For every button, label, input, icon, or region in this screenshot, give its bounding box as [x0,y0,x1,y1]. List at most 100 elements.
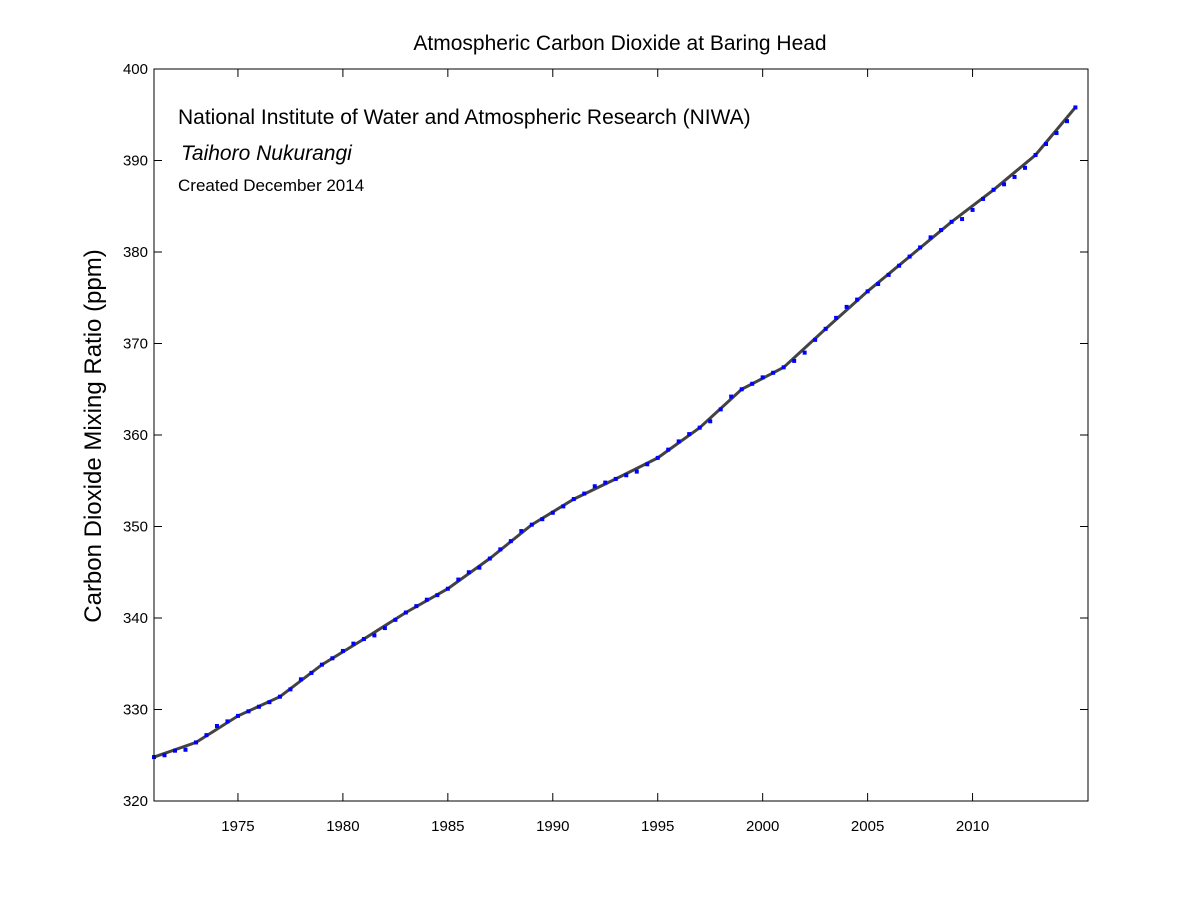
observation-point [435,593,440,598]
observation-point [834,315,839,320]
observation-point [540,517,545,522]
observation-point [403,610,408,615]
x-tick-label: 2005 [851,818,884,835]
observation-point [550,510,555,515]
x-tick-label: 1980 [326,818,359,835]
observation-point [225,719,230,724]
x-tick-label: 2010 [956,818,989,835]
observation-point [855,297,860,302]
observation-point [1002,182,1007,187]
y-tick-label: 340 [123,610,148,627]
observation-point [487,556,492,561]
observation-point [288,687,293,692]
observation-point [529,522,534,527]
observation-point [603,480,608,485]
observation-point [718,407,723,412]
x-tick-label: 1995 [641,818,674,835]
observation-point [277,694,282,699]
y-axis: 320 330 340 350 360 370 380 390 400 [123,61,1088,810]
observation-point [1033,153,1038,158]
observation-point [918,245,923,250]
observation-point [340,648,345,653]
observation-point [844,304,849,309]
observation-point [193,740,198,745]
observation-point [183,747,188,752]
observation-point [319,662,324,667]
observation-point [666,447,671,452]
observation-point [1065,119,1070,124]
x-tick-label: 1990 [536,818,569,835]
y-axis-label: Carbon Dioxide Mixing Ratio (ppm) [80,249,107,622]
observation-point [729,394,734,399]
observation-point [655,455,660,460]
observation-point [582,491,587,496]
observation-point [351,641,356,646]
observation-point [760,375,765,380]
observation-point [991,187,996,192]
observation-point [949,219,954,224]
observation-point [456,577,461,582]
observation-point [477,565,482,570]
observation-point [571,497,576,502]
y-tick-label: 380 [123,244,148,261]
observation-point [162,753,167,758]
observation-point [645,462,650,467]
observation-point [928,235,933,240]
observation-point [981,196,986,201]
observation-point [939,228,944,233]
observation-point [414,604,419,609]
observation-point [823,326,828,331]
observation-point [330,656,335,661]
observation-point [960,217,965,222]
observation-point [624,473,629,478]
plot-area [152,105,1078,760]
observation-point [876,282,881,287]
observation-point [907,254,912,259]
x-tick-label: 1975 [221,818,254,835]
chart-title: Atmospheric Carbon Dioxide at Baring Hea… [413,32,826,55]
observation-point [697,425,702,430]
observation-point [508,539,513,544]
annotation-created-date: Created December 2014 [178,176,364,195]
observation-point [813,337,818,342]
annotation-institution: National Institute of Water and Atmosphe… [178,106,751,129]
observation-point [1012,174,1017,179]
observation-point [1054,131,1059,136]
observation-point [865,289,870,294]
observation-point [204,733,209,738]
observation-point [424,597,429,602]
observation-point [802,350,807,355]
observation-point [771,370,776,375]
y-tick-label: 350 [123,519,148,536]
observation-point [970,207,975,212]
observation-point [561,504,566,509]
observation-point [172,748,177,753]
annotation-maori-name: Taihoro Nukurangi [181,142,353,165]
y-tick-label: 320 [123,793,148,810]
observation-point [466,570,471,575]
y-tick-label: 370 [123,336,148,353]
observation-point [897,263,902,268]
observation-point [214,723,219,728]
observation-point [235,713,240,718]
observation-point [309,670,314,675]
observation-point [393,617,398,622]
observation-point [750,381,755,386]
observation-point [708,419,713,424]
observation-point [519,529,524,534]
observation-point [886,272,891,277]
trend-line [153,106,1077,759]
observation-point [1023,165,1028,170]
observation-point [256,704,261,709]
y-tick-label: 400 [123,61,148,78]
x-tick-label: 2000 [746,818,779,835]
observation-point [739,387,744,392]
observation-point [687,432,692,437]
observation-point [382,626,387,631]
observation-point [298,677,303,682]
observation-point [613,476,618,481]
observation-point [361,637,366,642]
y-tick-label: 360 [123,427,148,444]
